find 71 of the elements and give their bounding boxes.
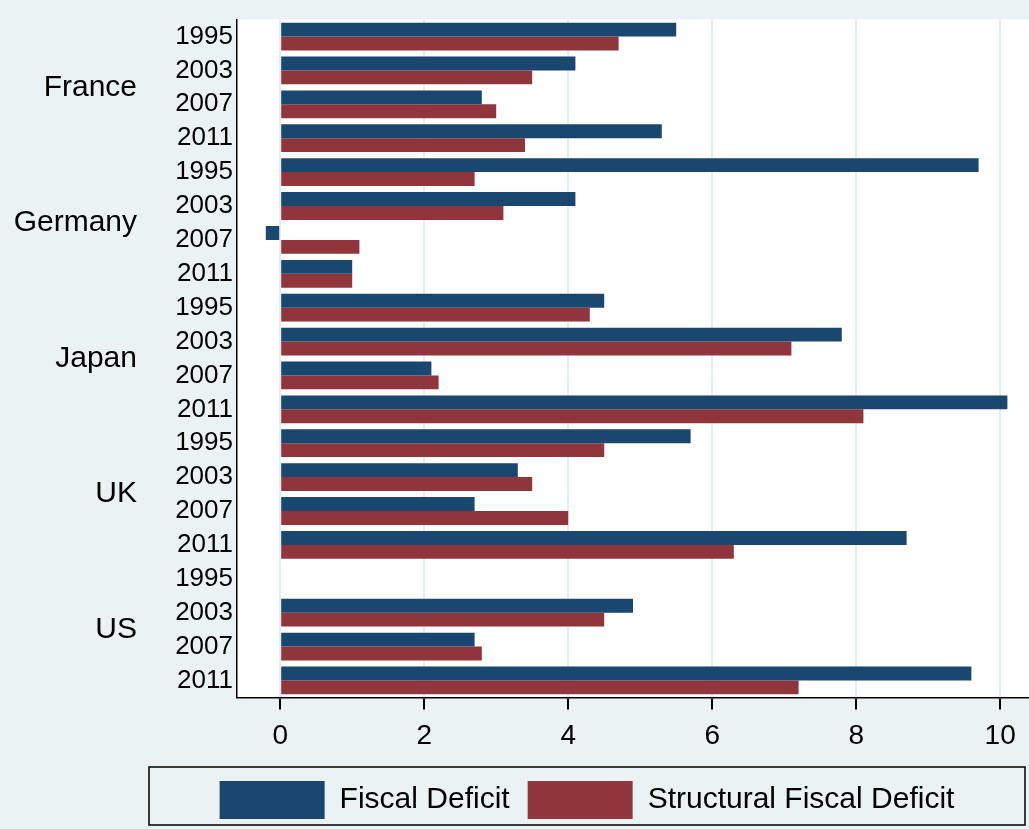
bar <box>281 497 475 512</box>
text: Japan <box>55 339 137 373</box>
bar <box>281 307 590 322</box>
bar <box>281 395 1008 410</box>
x-tick-label: 4 <box>560 718 576 750</box>
bar <box>281 104 497 119</box>
y-tick-label: 2011 <box>177 256 233 287</box>
y-tick-label: 1995 <box>175 19 233 50</box>
bar <box>281 192 576 206</box>
bar <box>281 36 619 51</box>
y-tick-label: 2007 <box>175 494 233 525</box>
bar <box>281 612 605 627</box>
bar <box>281 22 677 37</box>
x-tick-label: 0 <box>272 718 288 750</box>
y-tick-label: 2011 <box>177 121 233 152</box>
x-tick-label: 10 <box>984 718 1016 750</box>
y-tick-label: 2007 <box>175 358 233 389</box>
y-tick-label: 2011 <box>177 663 233 694</box>
bar <box>281 70 533 85</box>
y-tick-label: 2011 <box>177 528 233 559</box>
y-tick-label: 2003 <box>175 460 233 491</box>
bar <box>281 477 533 492</box>
bar <box>281 259 353 274</box>
bar <box>281 56 576 71</box>
bar <box>281 138 525 153</box>
y-tick-label: 2007 <box>175 629 233 660</box>
bar <box>281 293 605 308</box>
bar <box>281 158 979 173</box>
text: Germany <box>13 204 137 238</box>
legend-label: Fiscal Deficit <box>339 781 511 815</box>
y-tick-label: 1995 <box>175 426 233 457</box>
y-tick-label: 2011 <box>177 392 233 423</box>
bar <box>281 341 792 356</box>
y-tick-label: 2003 <box>175 189 233 220</box>
bar <box>281 124 662 139</box>
bar <box>281 666 972 681</box>
bar <box>281 511 569 525</box>
bar <box>281 172 475 186</box>
y-tick-label: 2007 <box>175 87 233 118</box>
bar <box>281 680 799 695</box>
bar <box>281 544 734 559</box>
bar <box>265 225 280 240</box>
y-tick-label: 1995 <box>175 561 233 592</box>
y-tick-label: 2003 <box>175 53 233 84</box>
bar <box>281 239 360 254</box>
bar <box>281 409 864 424</box>
x-tick-label: 6 <box>704 718 720 750</box>
y-tick-label: 1995 <box>175 155 233 186</box>
bar <box>281 206 504 220</box>
y-tick-label: 2007 <box>175 223 233 254</box>
bar <box>281 361 432 376</box>
x-tick-label: 8 <box>848 718 864 750</box>
legend-label: Structural Fiscal Deficit <box>647 781 956 815</box>
text: France <box>43 68 137 102</box>
y-tick-label: 1995 <box>175 290 233 321</box>
bar <box>281 429 691 444</box>
x-tick-label: 2 <box>416 718 432 750</box>
y-tick-label: 2003 <box>175 324 233 355</box>
bar <box>281 632 475 647</box>
y-tick-label: 2003 <box>175 595 233 626</box>
bar <box>281 327 842 342</box>
text: UK <box>95 475 137 509</box>
bar <box>281 273 353 288</box>
bar <box>281 90 482 105</box>
bar <box>281 646 482 661</box>
bar <box>281 375 439 390</box>
bar <box>281 443 605 458</box>
text: US <box>95 610 137 644</box>
bar <box>281 463 518 478</box>
bar <box>281 598 633 613</box>
bar <box>281 531 907 545</box>
